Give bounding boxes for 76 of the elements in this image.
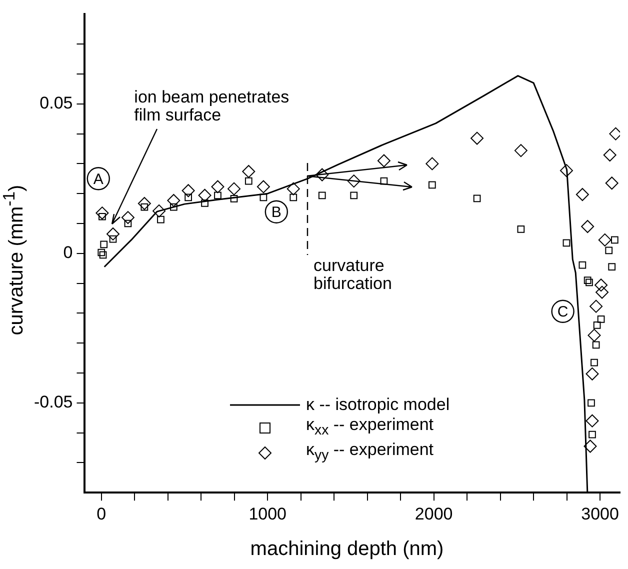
annotation: ion beam penetrates film surface — [134, 87, 290, 124]
x-tick-label: 3000 — [581, 504, 619, 524]
point — [586, 278, 593, 286]
point — [588, 328, 601, 342]
point — [198, 188, 212, 202]
point — [605, 246, 613, 254]
point — [578, 261, 586, 269]
point — [593, 321, 601, 329]
point — [167, 194, 180, 207]
point — [596, 286, 609, 299]
x-tick-label: 2000 — [414, 504, 453, 524]
x-tick-label: 1000 — [248, 504, 287, 524]
point — [109, 235, 117, 243]
point — [96, 206, 109, 220]
point — [201, 199, 208, 207]
point — [377, 154, 390, 168]
point — [260, 194, 268, 202]
point — [290, 194, 298, 202]
point — [597, 316, 605, 323]
x-tick-label: 0 — [96, 504, 106, 524]
point — [98, 248, 106, 256]
point — [590, 358, 598, 366]
point — [560, 164, 573, 178]
point — [230, 195, 238, 202]
point — [608, 263, 616, 271]
legend-label: κ -- isotropic model — [306, 395, 450, 415]
legend-label: κ$_{xx}$ -- experiment — [306, 415, 434, 440]
annotation: C — [557, 304, 568, 321]
point — [470, 132, 484, 145]
point — [350, 192, 358, 200]
point — [256, 180, 270, 194]
point — [588, 399, 595, 407]
point — [428, 181, 436, 189]
point — [517, 226, 525, 233]
point — [100, 240, 108, 248]
point — [584, 276, 592, 284]
annotation: B — [271, 204, 282, 221]
point — [590, 300, 603, 313]
point — [286, 182, 300, 196]
point — [426, 157, 439, 170]
point — [588, 430, 596, 438]
point — [605, 176, 618, 190]
point — [316, 168, 329, 182]
point — [562, 239, 570, 247]
y-tick-label: 0 — [63, 243, 73, 262]
point — [228, 182, 241, 196]
point — [211, 180, 224, 194]
point — [318, 192, 326, 200]
point — [473, 194, 481, 202]
point — [170, 203, 178, 211]
point — [99, 251, 107, 259]
point — [576, 188, 589, 201]
point — [584, 440, 597, 453]
point — [347, 174, 360, 188]
point — [380, 177, 388, 185]
point — [598, 233, 612, 246]
y-tick-label: 0.05 — [40, 94, 73, 113]
point — [603, 148, 616, 162]
point — [586, 367, 599, 380]
point — [594, 278, 608, 292]
point — [242, 164, 256, 178]
point — [214, 192, 222, 200]
point — [184, 194, 192, 202]
legend-label: κ$_{yy}$ -- experiment — [306, 440, 434, 466]
point — [592, 341, 600, 349]
annotation: A — [93, 170, 104, 188]
point — [611, 236, 618, 244]
point — [586, 414, 599, 428]
ref-line-label: curvature bifurcation — [313, 256, 392, 293]
x-axis-title: machining depth (nm) — [249, 538, 445, 561]
point — [182, 184, 195, 198]
y-tick-label: -0.05 — [34, 392, 73, 412]
point — [106, 227, 120, 240]
point — [514, 144, 528, 158]
point — [244, 177, 252, 185]
point — [581, 220, 594, 233]
